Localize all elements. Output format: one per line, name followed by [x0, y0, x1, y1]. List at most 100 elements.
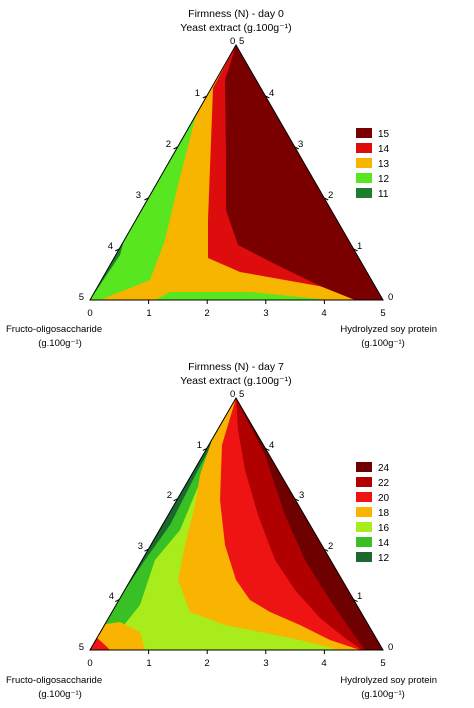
top-axis-label: Yeast extract (g.100g⁻¹): [180, 22, 291, 34]
tick-label: 1: [357, 591, 362, 602]
tick-mark: [323, 548, 329, 552]
tick-label: 0: [388, 642, 393, 653]
tick-label: 4: [321, 308, 326, 319]
legend-label-12: 12: [378, 174, 390, 185]
legend-swatch-14: [356, 537, 372, 547]
panel-day0: Firmness (N) - day 0 Yeast extract (g.10…: [6, 8, 437, 349]
tick-marks: [114, 447, 358, 654]
legend-swatch-13: [356, 158, 372, 168]
right-corner-label-unit: (g.100g⁻¹): [361, 338, 405, 349]
legend-swatch-12: [356, 552, 372, 562]
tick-mark: [114, 599, 120, 603]
tick-label: 2: [328, 541, 333, 552]
tick-label: 1: [146, 658, 151, 669]
legend-swatch-16: [356, 522, 372, 532]
tick-mark: [144, 197, 149, 201]
legend-swatch-20: [356, 492, 372, 502]
tick-label: 4: [108, 241, 113, 252]
tick-label: 3: [138, 541, 143, 552]
tick-label: 4: [269, 440, 274, 451]
left-corner-label: Fructo-oligosaccharide: [6, 324, 102, 335]
tick-label: 3: [136, 190, 141, 201]
legend-label-18: 18: [378, 508, 390, 519]
tick-mark: [114, 248, 120, 252]
tick-label: 2: [204, 308, 209, 319]
legend-swatch-22: [356, 477, 372, 487]
right-corner-label-unit: (g.100g⁻¹): [361, 689, 405, 700]
region-15: [225, 45, 383, 300]
legend-label-14: 14: [378, 144, 390, 155]
tick-mark: [294, 146, 300, 150]
tick-label: 0: [87, 658, 92, 669]
tick-label: 3: [299, 490, 304, 501]
legend-swatch-14: [356, 143, 372, 153]
tick-marks: [114, 95, 358, 304]
tick-label: 1: [197, 440, 202, 451]
tick-label: 2: [166, 139, 171, 150]
tick-label: 4: [269, 88, 274, 99]
right-corner-label: Hydrolyzed soy protein: [340, 675, 437, 686]
tick-label: 2: [167, 490, 172, 501]
region-12-lower: [155, 292, 330, 300]
tick-mark: [265, 95, 270, 99]
top-axis-label: Yeast extract (g.100g⁻¹): [180, 375, 291, 387]
legend-swatch-15: [356, 128, 372, 138]
triangle-frame: [89, 43, 384, 301]
right-corner-label: Hydrolyzed soy protein: [340, 324, 437, 335]
legend: 24 22 20 18 16 14 12: [356, 462, 390, 564]
legend-label-15: 15: [378, 129, 390, 140]
tick-label: 3: [263, 658, 268, 669]
tick-label: 4: [321, 658, 326, 669]
tick-label: 5: [239, 389, 244, 400]
legend-label-24: 24: [378, 463, 390, 474]
tick-mark: [353, 599, 358, 603]
tick-label: 0: [230, 36, 235, 47]
tick-mark: [202, 95, 208, 99]
tick-label: 0: [87, 308, 92, 319]
tick-label: 5: [380, 658, 385, 669]
tick-label: 2: [204, 658, 209, 669]
tick-label: 5: [380, 308, 385, 319]
tick-label: 5: [239, 36, 244, 47]
tick-mark: [202, 447, 208, 451]
region-18-lower: [92, 622, 145, 650]
legend-label-16: 16: [378, 523, 390, 534]
tick-mark: [265, 447, 270, 451]
tick-label: 5: [79, 292, 84, 303]
legend-swatch-11: [356, 188, 372, 198]
panel-day7: Firmness (N) - day 7 Yeast extract (g.10…: [6, 361, 437, 700]
tick-label: 0: [230, 389, 235, 400]
legend-swatch-18: [356, 507, 372, 517]
tick-mark: [323, 197, 329, 201]
tick-label: 3: [263, 308, 268, 319]
tick-label: 1: [146, 308, 151, 319]
tick-label: 3: [298, 139, 303, 150]
legend-swatch-24: [356, 462, 372, 472]
legend-label-14: 14: [378, 538, 390, 549]
legend-label-12: 12: [378, 553, 390, 564]
legend: 15 14 13 12 11: [356, 128, 390, 200]
left-corner-label: Fructo-oligosaccharide: [6, 675, 102, 686]
legend-label-13: 13: [378, 159, 390, 170]
left-corner-label-unit: (g.100g⁻¹): [38, 689, 82, 700]
tick-label: 0: [388, 292, 393, 303]
legend-label-11: 11: [378, 189, 389, 200]
tick-label: 1: [357, 241, 362, 252]
tick-mark: [144, 548, 149, 552]
legend-swatch-12: [356, 173, 372, 183]
triangle-frame: [89, 397, 384, 651]
tick-mark: [173, 146, 178, 150]
left-corner-label-unit: (g.100g⁻¹): [38, 338, 82, 349]
contour-regions: [90, 398, 383, 650]
tick-label: 1: [195, 88, 200, 99]
legend-label-20: 20: [378, 493, 390, 504]
contour-regions: [90, 45, 383, 300]
legend-label-22: 22: [378, 478, 390, 489]
tick-label: 4: [109, 591, 114, 602]
tick-mark: [353, 248, 358, 252]
tick-mark: [173, 498, 178, 502]
chart-title: Firmness (N) - day 0: [188, 8, 284, 20]
tick-label: 2: [328, 190, 333, 201]
tick-label: 5: [79, 642, 84, 653]
